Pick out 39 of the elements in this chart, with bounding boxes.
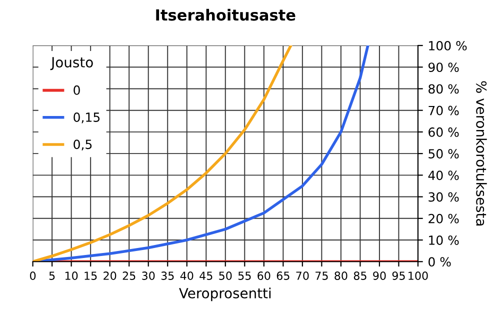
y-tick-label: 20 %	[428, 214, 459, 224]
y-tick-label: 10 %	[429, 235, 459, 245]
x-tick-label: 15	[84, 272, 97, 280]
x-tick-label: 5	[49, 272, 55, 280]
x-tick-label: 85	[354, 272, 366, 280]
y-tick-label: 90 %	[428, 62, 459, 72]
x-tick-label: 20	[104, 272, 116, 280]
legend-label: 0,15	[74, 112, 100, 124]
x-tick-label: 35	[161, 272, 174, 280]
x-tick-label: 100	[408, 272, 428, 280]
x-tick-label: 30	[142, 272, 155, 280]
x-tick-label: 45	[200, 272, 212, 280]
x-axis-title: Veroprosentti	[179, 288, 271, 302]
y-tick-label: 0 %	[428, 257, 451, 267]
y-tick-label: 50 %	[428, 149, 459, 158]
legend-label: 0,5	[74, 140, 92, 150]
y-tick-label: 40 %	[428, 170, 459, 180]
x-tick-label: 0	[30, 272, 36, 280]
y-axis-title: % veronkorotuksesta	[476, 81, 487, 226]
x-tick-label: 90	[373, 272, 386, 280]
x-tick-label: 95	[392, 272, 405, 280]
x-tick-label: 10	[65, 272, 78, 280]
x-tick-label: 60	[258, 272, 270, 280]
y-tick-label: 80 %	[428, 84, 459, 94]
y-tick-label: 60 %	[428, 127, 459, 137]
y-tick-label: 30 %	[428, 192, 459, 202]
x-tick-label: 55	[238, 272, 251, 280]
x-tick-label: 25	[122, 272, 136, 280]
chart-title: Itserahoitusaste	[156, 8, 296, 21]
x-tick-label: 80	[334, 272, 348, 280]
y-tick-label: 70 %	[428, 106, 459, 116]
legend-label: 0	[74, 85, 80, 95]
y-tick-label: 100 %	[429, 40, 467, 50]
x-tick-label: 40	[180, 272, 194, 280]
legend-title: Jousto	[50, 57, 93, 70]
x-tick-label: 75	[316, 272, 328, 280]
x-tick-label: 65	[276, 272, 290, 280]
x-tick-label: 50	[219, 272, 232, 280]
x-tick-label: 70	[296, 272, 309, 280]
